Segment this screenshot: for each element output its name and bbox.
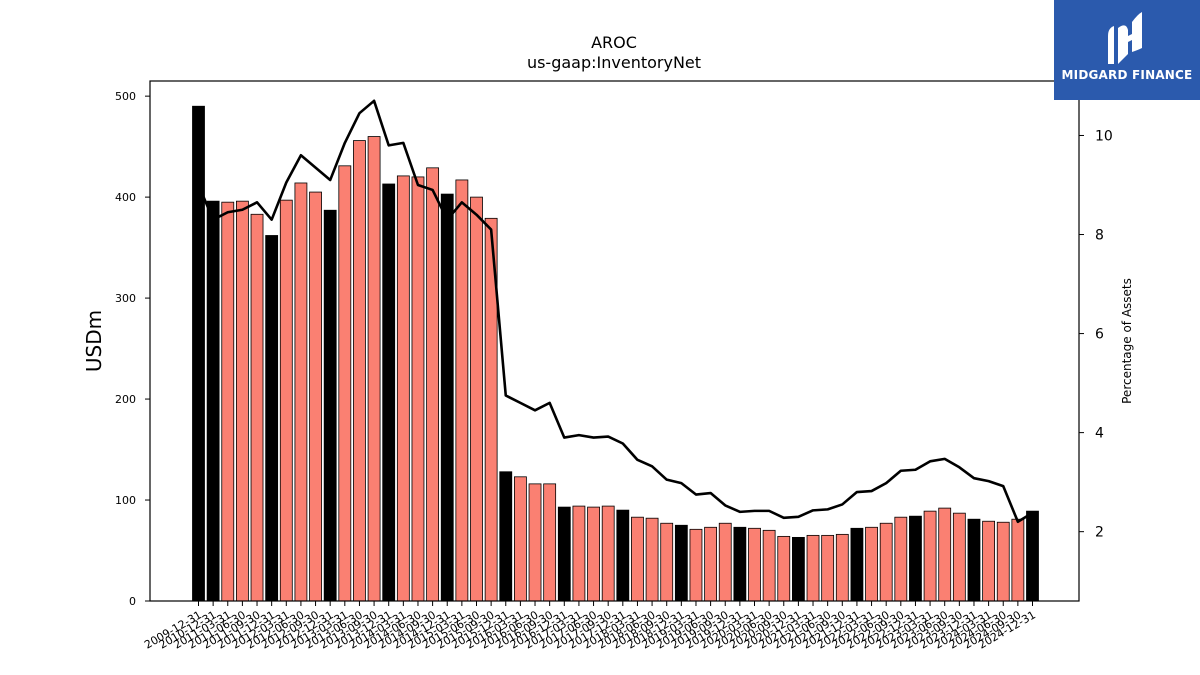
bar xyxy=(557,506,571,602)
y2-tick-label: 6 xyxy=(1095,327,1104,343)
bar xyxy=(426,167,440,602)
series-line xyxy=(197,99,1034,524)
bar xyxy=(323,209,337,602)
y-tick-label: 400 xyxy=(115,191,136,204)
brand-name: MIDGARD FINANCE xyxy=(1061,68,1193,82)
y-tick-label: 0 xyxy=(129,595,136,608)
bar xyxy=(411,176,425,602)
bar xyxy=(587,506,600,602)
bar xyxy=(514,476,527,602)
bar xyxy=(367,136,381,602)
bar xyxy=(338,165,352,602)
bar xyxy=(631,516,644,602)
bar xyxy=(704,526,718,602)
bar xyxy=(879,522,893,602)
bar xyxy=(601,505,615,602)
y-axis-label: USDm xyxy=(82,310,106,372)
bar xyxy=(835,533,849,602)
bar xyxy=(206,200,220,602)
brand-logo: MIDGARD FINANCE xyxy=(1054,0,1200,100)
bar xyxy=(865,526,878,602)
bar xyxy=(733,526,747,602)
bar xyxy=(279,199,293,602)
bar xyxy=(894,516,908,602)
bar xyxy=(923,510,937,602)
bar xyxy=(996,521,1010,602)
bar xyxy=(455,179,469,602)
bar xyxy=(1026,510,1039,602)
bar xyxy=(396,175,410,602)
y2-tick-label: 4 xyxy=(1095,426,1104,442)
bar xyxy=(952,512,966,602)
bar xyxy=(850,527,864,602)
bar xyxy=(309,191,322,602)
bar xyxy=(689,528,703,602)
y-axis-right: 2 4 6 8 10 xyxy=(1079,128,1113,541)
chart-subtitle: us-gaap:InventoryNet xyxy=(527,53,701,72)
y-tick-label: 100 xyxy=(115,494,136,507)
bar xyxy=(440,193,454,602)
bar xyxy=(528,483,542,602)
bar xyxy=(748,527,761,602)
y-tick-label: 300 xyxy=(115,292,136,305)
plot-frame xyxy=(149,80,1080,602)
y-tick-label: 500 xyxy=(115,90,136,103)
y2-tick-label: 2 xyxy=(1095,525,1104,541)
bar xyxy=(382,183,396,602)
line-layer xyxy=(197,99,1034,524)
bar xyxy=(265,235,279,602)
bar xyxy=(821,534,835,602)
bar xyxy=(221,201,235,602)
y2-tick-label: 8 xyxy=(1095,228,1104,244)
bar xyxy=(616,509,630,602)
bar xyxy=(762,529,776,602)
y2-tick-label: 10 xyxy=(1095,128,1113,144)
x-axis: 2009-12-312010-12-312011-03-312011-06-30… xyxy=(142,601,1038,652)
bar xyxy=(645,517,659,602)
bar xyxy=(982,520,996,602)
y-tick-label: 200 xyxy=(115,393,136,406)
bar xyxy=(1011,518,1025,602)
bar xyxy=(806,534,820,602)
bars-group xyxy=(192,105,1039,602)
bar xyxy=(572,505,586,602)
bar xyxy=(938,507,952,602)
bar xyxy=(718,522,732,602)
bar xyxy=(235,200,249,602)
bar xyxy=(470,196,483,602)
bar xyxy=(250,213,264,602)
y-axis-left: 0 100 200 300 400 500 xyxy=(115,90,150,608)
bar xyxy=(353,140,366,602)
bar xyxy=(294,182,308,602)
chart-title: AROC xyxy=(591,33,637,52)
bar xyxy=(967,518,981,602)
bar xyxy=(792,536,805,602)
midgard-logo-icon xyxy=(1108,12,1142,64)
bar xyxy=(543,483,557,602)
y2-axis-label: Percentage of Assets xyxy=(1120,278,1134,404)
bar xyxy=(660,522,674,602)
bar xyxy=(674,524,688,602)
bar xyxy=(777,535,791,602)
bar xyxy=(909,515,922,602)
bar xyxy=(192,105,205,602)
bar xyxy=(499,471,513,602)
